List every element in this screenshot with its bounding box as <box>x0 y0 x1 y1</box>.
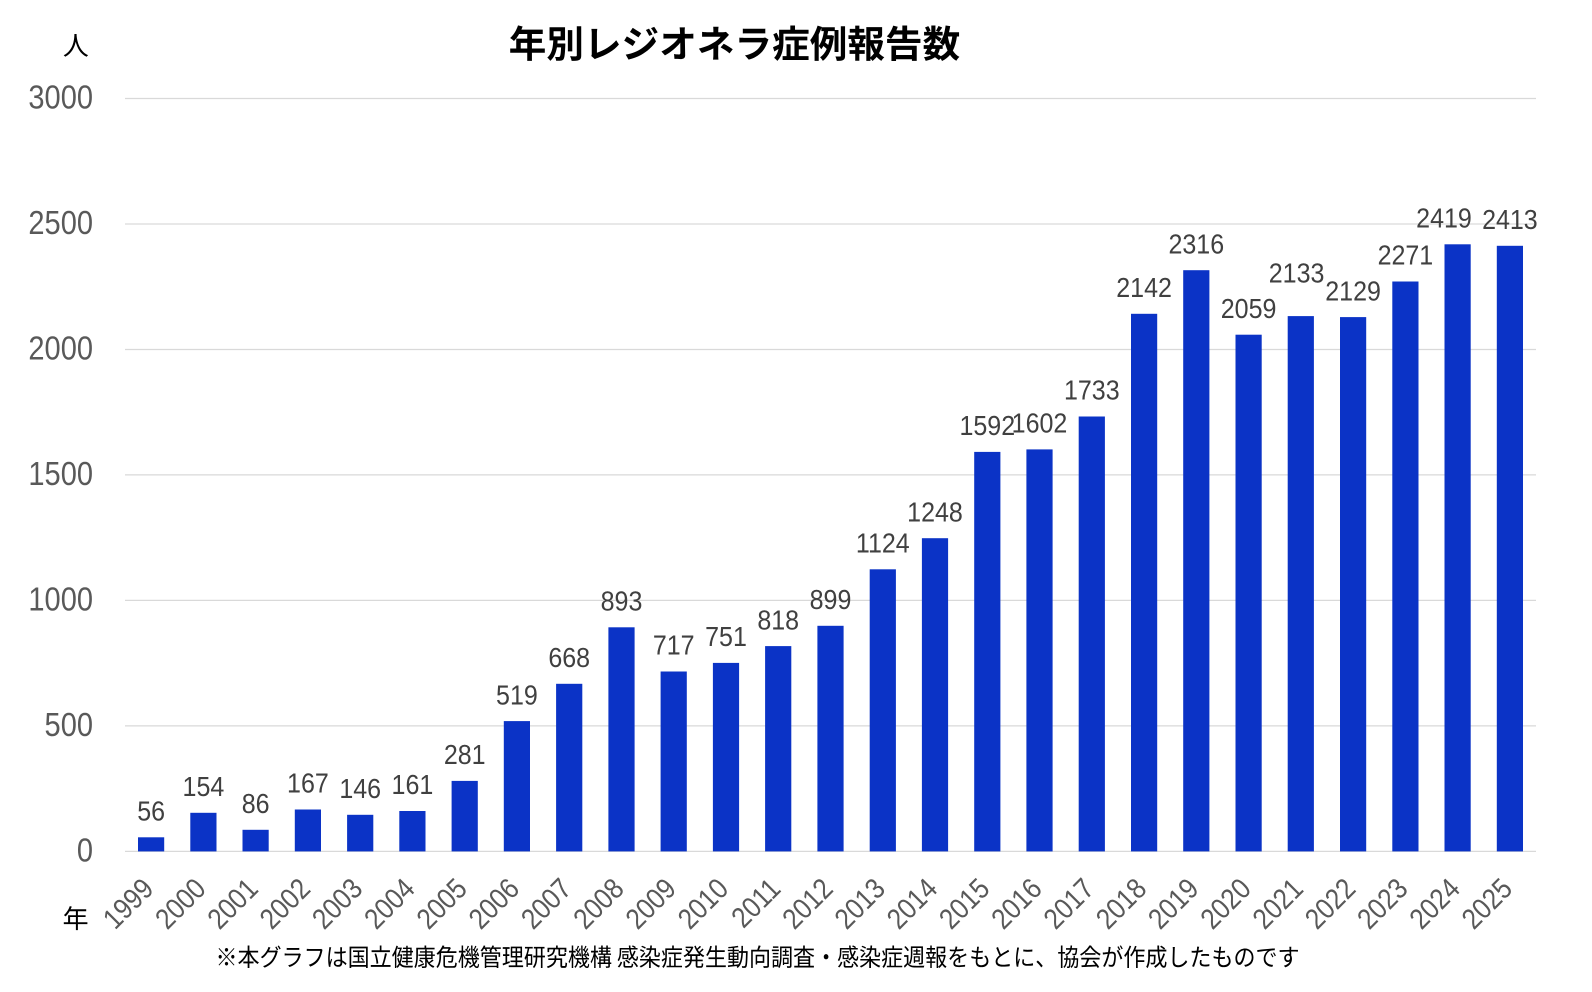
svg-text:500: 500 <box>45 706 93 743</box>
svg-text:167: 167 <box>287 768 329 799</box>
svg-text:2271: 2271 <box>1378 240 1434 271</box>
svg-text:2059: 2059 <box>1221 293 1277 324</box>
svg-text:2500: 2500 <box>28 204 93 241</box>
svg-text:146: 146 <box>339 773 381 804</box>
svg-text:1500: 1500 <box>28 455 93 492</box>
svg-text:818: 818 <box>757 604 799 635</box>
svg-text:1124: 1124 <box>856 527 910 558</box>
svg-text:1000: 1000 <box>28 581 93 618</box>
svg-text:668: 668 <box>548 642 590 673</box>
svg-text:2316: 2316 <box>1168 228 1224 259</box>
svg-text:2419: 2419 <box>1416 202 1472 233</box>
svg-text:1248: 1248 <box>907 496 963 527</box>
svg-text:899: 899 <box>810 584 852 615</box>
svg-text:717: 717 <box>653 630 695 661</box>
svg-text:281: 281 <box>444 739 486 770</box>
svg-text:893: 893 <box>601 585 643 616</box>
svg-text:2129: 2129 <box>1325 275 1381 306</box>
svg-text:154: 154 <box>183 771 225 802</box>
svg-text:86: 86 <box>242 788 270 819</box>
svg-text:519: 519 <box>496 679 538 710</box>
svg-text:0: 0 <box>77 832 93 869</box>
svg-text:1592: 1592 <box>959 410 1015 441</box>
svg-text:3000: 3000 <box>28 79 93 116</box>
svg-text:1602: 1602 <box>1012 407 1068 438</box>
svg-text:2413: 2413 <box>1482 204 1538 235</box>
svg-text:56: 56 <box>137 795 165 826</box>
svg-text:2000: 2000 <box>28 330 93 367</box>
svg-text:2142: 2142 <box>1116 272 1172 303</box>
svg-text:1733: 1733 <box>1064 375 1120 406</box>
svg-text:751: 751 <box>705 621 747 652</box>
svg-text:161: 161 <box>392 769 434 800</box>
svg-text:2133: 2133 <box>1269 257 1325 288</box>
